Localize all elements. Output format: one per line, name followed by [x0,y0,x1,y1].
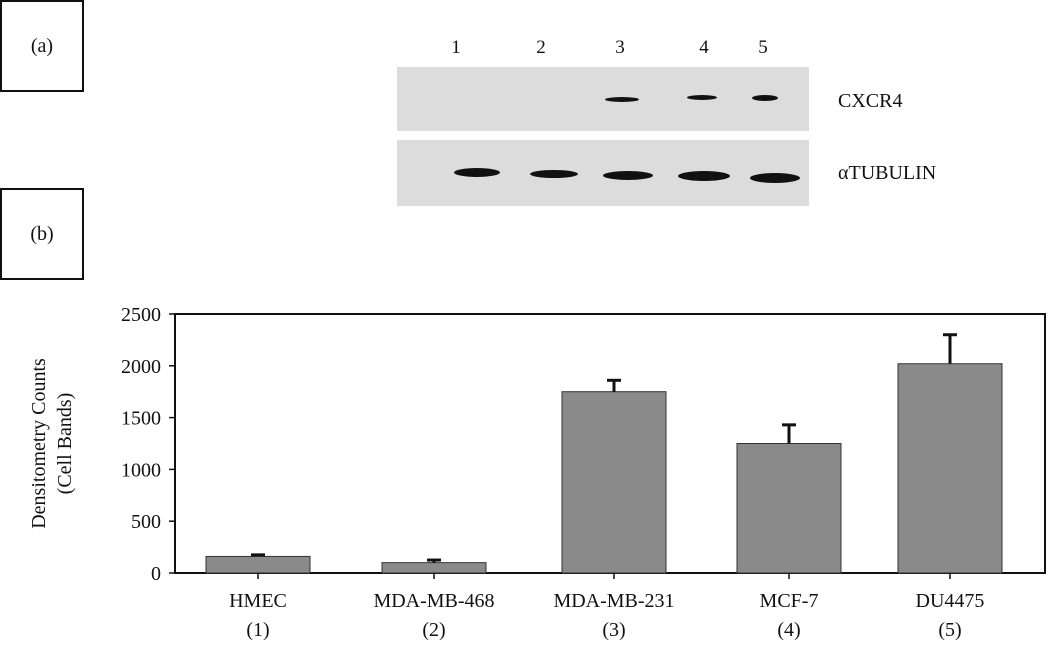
x-category-label-2: MDA-MB-468 [373,590,494,612]
lane-number-3: 3 [615,37,625,58]
tubulin-band-3 [603,171,653,180]
cxcr4-label: CXCR4 [838,90,903,112]
y-axis-label-line-1: Densitometry Counts [28,358,50,529]
y-tick-label-1: 500 [131,511,161,533]
bar-4 [736,443,842,574]
x-category-number-1: (1) [246,619,269,641]
bar-1 [205,555,311,574]
panel-label-a: (a) [0,0,84,92]
y-tick-label-4: 2000 [121,356,161,378]
x-category-number-4: (4) [777,619,800,641]
panel-label-b-text: (b) [30,222,54,245]
tubulin-label: αTUBULIN [838,162,937,184]
x-category-label-1: HMEC [229,590,287,612]
y-tick-label-5: 2500 [121,304,161,326]
x-category-label-5: DU4475 [916,590,985,612]
cxcr4-band-4 [687,95,717,100]
y-tick-label-0: 0 [151,563,161,585]
x-category-label-3: MDA-MB-231 [553,590,674,612]
tubulin-band-5 [750,173,800,183]
tubulin-blot-strip [397,140,809,206]
y-tick-label-3: 1500 [121,408,161,430]
panel-label-b: (b) [0,188,84,280]
lane-number-4: 4 [699,37,709,58]
bar-5 [897,363,1003,574]
y-tick-label-2: 1000 [121,459,161,481]
lane-number-5: 5 [758,37,768,58]
bar-3 [561,391,667,574]
x-category-label-4: MCF-7 [760,590,819,612]
tubulin-band-1 [454,168,500,177]
tubulin-band-4 [678,171,730,181]
x-category-number-5: (5) [938,619,961,641]
lane-number-1: 1 [451,37,461,58]
cxcr4-band-5 [752,95,778,101]
tubulin-band-2 [530,170,578,178]
cxcr4-band-3 [605,97,639,102]
x-category-number-3: (3) [602,619,625,641]
lane-number-2: 2 [536,37,546,58]
bar-2 [381,562,487,574]
y-axis-label-line-2: (Cell Bands) [54,393,76,495]
x-category-number-2: (2) [422,619,445,641]
panel-label-a-text: (a) [30,34,54,57]
cxcr4-blot-strip [397,67,809,131]
